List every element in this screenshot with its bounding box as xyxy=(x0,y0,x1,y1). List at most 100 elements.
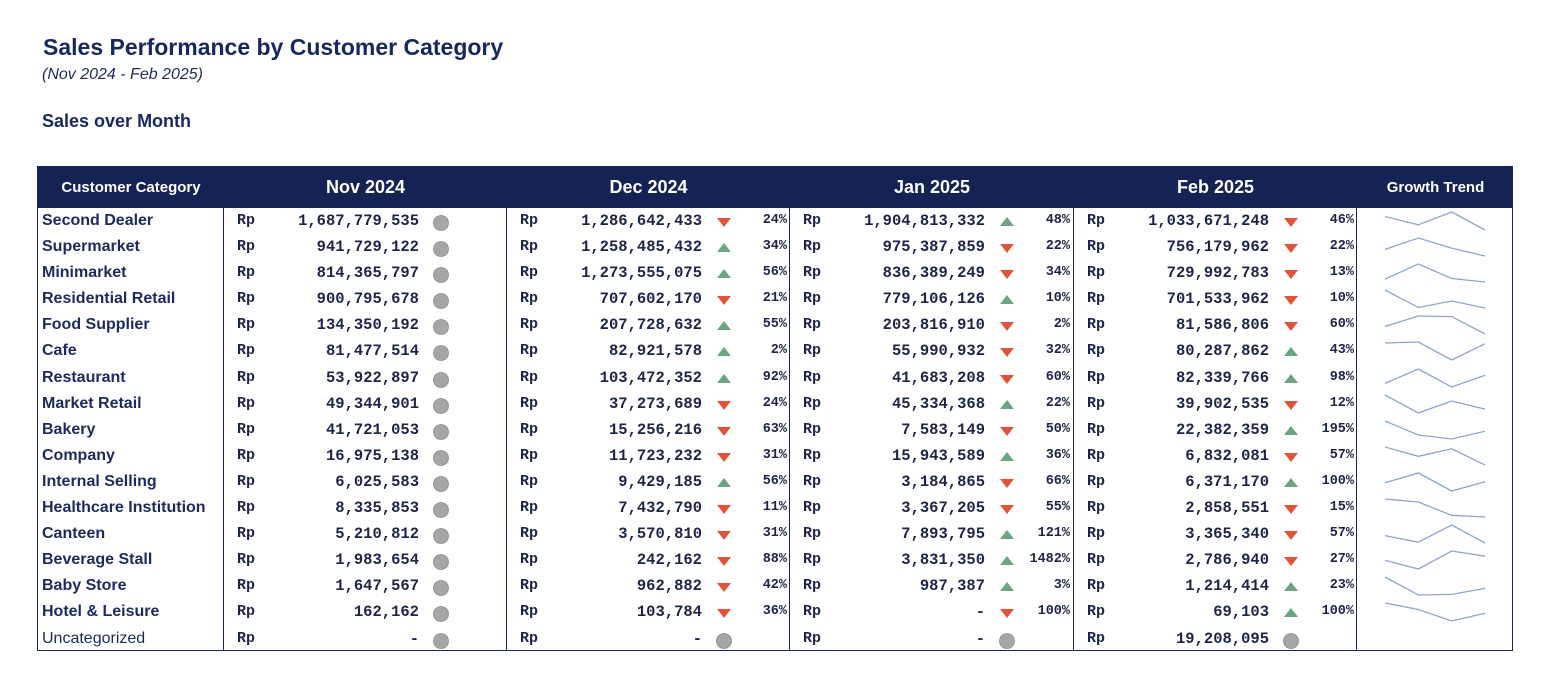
neutral-circle-icon xyxy=(433,632,449,649)
header-customer-category: Customer Category xyxy=(61,179,201,196)
trend-down-icon xyxy=(1000,505,1014,515)
currency-label: Rp xyxy=(803,472,822,490)
currency-label: Rp xyxy=(237,342,256,360)
trend-down-icon xyxy=(717,218,731,227)
sales-value: 37,273,689 xyxy=(608,394,702,413)
change-percent: 34% xyxy=(1045,265,1070,281)
category-name: Market Retail xyxy=(42,394,142,412)
category-name: Restaurant xyxy=(42,368,126,386)
trend-down-icon xyxy=(717,557,731,567)
currency-label: Rp xyxy=(803,499,822,517)
currency-label: Rp xyxy=(237,394,256,412)
trend-up-icon xyxy=(717,373,731,383)
trend-down-icon xyxy=(1284,322,1298,332)
category-name: Canteen xyxy=(42,525,106,543)
sales-value: 203,816,910 xyxy=(882,316,985,335)
sales-value: 82,921,578 xyxy=(608,342,702,361)
trend-up-icon xyxy=(1000,451,1014,461)
table-row: Residential Retail Rp 900,795,678 Rp 707,602… xyxy=(38,286,1512,312)
header-month-feb: Feb 2025 xyxy=(1176,177,1255,197)
sales-value: 81,586,806 xyxy=(1175,316,1269,335)
currency-label: Rp xyxy=(803,264,822,282)
table-row: Cafe Rp 81,477,514 Rp 82,921,578 2% Rp 55,990,9… xyxy=(38,338,1512,364)
change-percent: 195% xyxy=(1321,421,1354,437)
trend-down-icon xyxy=(1284,296,1298,306)
neutral-circle-icon xyxy=(433,293,449,310)
change-percent: 60% xyxy=(1045,369,1070,385)
currency-label: Rp xyxy=(520,316,539,334)
change-percent: 27% xyxy=(1329,552,1354,568)
neutral-circle-icon xyxy=(433,554,449,571)
category-name: Minimarket xyxy=(42,264,127,282)
neutral-circle-icon xyxy=(433,606,449,623)
currency-label: Rp xyxy=(237,577,256,595)
sales-value: 69,103 xyxy=(1213,603,1269,622)
table-body: Second Dealer Rp 1,687,779,535 Rp 1,286,642,… xyxy=(38,208,1512,652)
sales-value: 39,902,535 xyxy=(1175,394,1269,413)
currency-label: Rp xyxy=(1087,577,1106,595)
trend-up-icon xyxy=(717,321,731,331)
change-percent: 56% xyxy=(762,473,787,489)
currency-label: Rp xyxy=(520,264,539,282)
trend-down-icon xyxy=(717,296,731,306)
category-name: Cafe xyxy=(42,342,77,360)
currency-label: Rp xyxy=(1087,394,1106,412)
change-percent: 98% xyxy=(1329,369,1354,385)
table-header: Customer Category Nov 2024 Dec 2024 Jan … xyxy=(38,167,1512,208)
table-row: Canteen Rp 5,210,812 Rp 3,570,810 31% Rp 7,893,… xyxy=(38,521,1512,547)
trend-down-icon xyxy=(1284,270,1298,280)
category-name: Supermarket xyxy=(42,238,140,256)
growth-sparkline xyxy=(1384,524,1486,544)
trend-up-icon xyxy=(1000,217,1014,226)
sales-value: 836,389,249 xyxy=(882,264,985,283)
table-row: Restaurant Rp 53,922,897 Rp 103,472,352 92% Rp… xyxy=(38,365,1512,391)
sales-value: 15,943,589 xyxy=(891,446,985,465)
trend-up-icon xyxy=(1000,582,1014,592)
change-percent: 42% xyxy=(762,578,787,594)
trend-down-icon xyxy=(1284,400,1298,410)
currency-label: Rp xyxy=(520,212,539,229)
growth-sparkline xyxy=(1382,626,1488,652)
sales-value: 134,350,192 xyxy=(316,316,419,335)
change-percent: 100% xyxy=(1321,473,1354,489)
neutral-circle-icon xyxy=(433,449,449,466)
sales-value: 9,429,185 xyxy=(618,472,702,491)
change-percent: 31% xyxy=(762,526,787,542)
sales-value: 3,184,865 xyxy=(901,472,985,491)
sales-value: 3,831,350 xyxy=(901,551,985,570)
category-name: Company xyxy=(42,446,115,464)
currency-label: Rp xyxy=(1087,603,1106,621)
sales-value: 756,179,962 xyxy=(1166,238,1269,257)
currency-label: Rp xyxy=(1087,420,1106,438)
trend-down-icon xyxy=(717,505,731,515)
sales-value: 975,387,859 xyxy=(882,238,985,257)
table-row: Market Retail Rp 49,344,901 Rp 37,273,689 24%… xyxy=(38,391,1512,417)
sales-value: 7,432,790 xyxy=(618,499,702,518)
sales-value: 941,729,122 xyxy=(316,238,419,257)
currency-label: Rp xyxy=(520,499,539,517)
sales-value: 8,335,853 xyxy=(335,499,419,518)
currency-label: Rp xyxy=(520,472,539,490)
neutral-circle-icon xyxy=(433,371,449,388)
sales-value: 11,723,232 xyxy=(608,446,702,465)
neutral-circle-icon xyxy=(433,345,449,362)
trend-down-icon xyxy=(1000,374,1014,384)
currency-label: Rp xyxy=(803,603,822,621)
section-title: Sales over Month xyxy=(42,111,192,131)
change-percent: 22% xyxy=(1045,395,1070,411)
divider xyxy=(1073,208,1074,650)
change-percent: 57% xyxy=(1329,447,1354,463)
trend-down-icon xyxy=(1284,557,1298,567)
trend-up-icon xyxy=(1284,582,1298,592)
sales-value: 81,477,514 xyxy=(325,342,419,361)
category-name: Bakery xyxy=(42,420,96,438)
change-percent: 32% xyxy=(1045,343,1070,359)
table-row: Minimarket Rp 814,365,797 Rp 1,273,555,075 56… xyxy=(38,260,1512,286)
divider xyxy=(1356,208,1357,650)
change-percent: 10% xyxy=(1045,291,1070,307)
neutral-circle-icon xyxy=(433,502,449,518)
growth-sparkline xyxy=(1384,367,1486,388)
currency-label: Rp xyxy=(237,368,256,386)
trend-down-icon xyxy=(1000,348,1014,358)
sales-value: 3,570,810 xyxy=(618,525,702,544)
